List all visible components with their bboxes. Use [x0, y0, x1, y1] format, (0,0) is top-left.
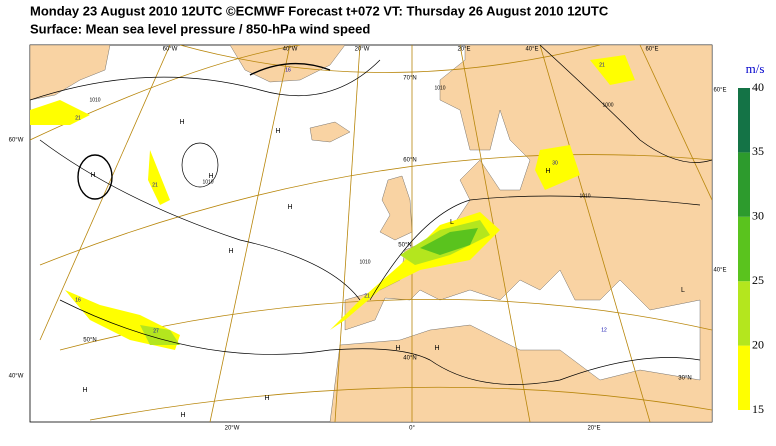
land: [309, 121, 351, 143]
colorbar-band: [738, 216, 750, 282]
high-label: H: [287, 204, 292, 211]
high-label: H: [180, 412, 185, 419]
graticule-label: 0°: [409, 426, 415, 432]
high-label: H: [179, 119, 184, 126]
isobar-label: 1010: [202, 179, 213, 185]
wind-shading: [30, 55, 635, 350]
wind-label: 16: [285, 67, 291, 73]
colorbar-unit: m/s: [746, 61, 765, 76]
isobar-label: 1010: [434, 85, 445, 91]
isobars: [30, 45, 712, 385]
colorbar: 15 20 25 30 35 40: [738, 80, 764, 416]
graticule-label: 40°W: [283, 47, 298, 53]
isobar-label: 1000: [602, 102, 613, 108]
high-label: H: [264, 395, 269, 402]
low-label: L: [681, 287, 685, 294]
wind-label: 27: [153, 328, 159, 334]
high-label: H: [434, 345, 439, 352]
wind-label: 12: [601, 327, 607, 333]
graticule-label: 70°N: [403, 76, 416, 82]
wind-label: 21: [364, 293, 370, 299]
wind-label: 21: [599, 62, 605, 68]
graticule-label: 30°N: [678, 376, 691, 382]
graticule-label: 20°W: [225, 426, 240, 432]
graticule-label: 60°W: [163, 47, 178, 53]
graticule-label: 60°N: [403, 158, 416, 164]
graticule-label: 60°E: [713, 88, 726, 94]
wind-label: 30: [552, 160, 558, 166]
colorbar-tick-label: 35: [752, 144, 764, 158]
graticule-label: 20°W: [355, 47, 370, 53]
title: Monday 23 August 2010 12UTC ©ECMWF Forec…: [30, 3, 609, 18]
colorbar-band: [738, 345, 750, 410]
graticule-label: 40°E: [525, 47, 538, 53]
land: [30, 45, 111, 101]
map-frame: [29, 44, 713, 423]
isobar-label: 1010: [359, 259, 370, 265]
subtitle: Surface: Mean sea level pressure / 850-h…: [30, 21, 370, 36]
high-label: H: [90, 172, 95, 179]
graticule-label: 20°E: [587, 426, 600, 432]
colorbar-band: [738, 281, 750, 346]
low-label: L: [450, 219, 454, 226]
graticule-label: 50°N: [83, 338, 96, 344]
graticule-label: 60°W: [9, 138, 24, 144]
high-label: H: [275, 128, 280, 135]
isobar-label: 1010: [89, 97, 100, 103]
high-label: H: [228, 248, 233, 255]
wind-label: 21: [75, 115, 81, 121]
wind-label: 16: [75, 297, 81, 303]
colorbar-band: [738, 88, 750, 153]
colorbar-tick-label: 40: [752, 80, 764, 94]
colorbar-tick-label: 15: [752, 402, 764, 416]
land: [379, 175, 413, 241]
high-label: H: [208, 173, 213, 180]
colorbar-band: [738, 152, 750, 217]
graticule-label: 40°N: [403, 356, 416, 362]
high-label: H: [82, 387, 87, 394]
graticule-label: 50°N: [398, 243, 411, 249]
graticule-label: 20°E: [457, 47, 470, 53]
high-label: H: [395, 345, 400, 352]
colorbar-tick-label: 25: [752, 273, 764, 287]
graticule-label: 40°E: [713, 268, 726, 274]
colorbar-tick-label: 20: [752, 337, 764, 351]
wind-label: 21: [152, 182, 158, 188]
isobar-label: 1010: [579, 193, 590, 199]
graticule-label: 40°W: [9, 374, 24, 380]
colorbar-tick-label: 30: [752, 209, 764, 223]
land: [329, 45, 712, 422]
high-label: H: [545, 168, 550, 175]
graticule-label: 60°E: [645, 47, 658, 53]
